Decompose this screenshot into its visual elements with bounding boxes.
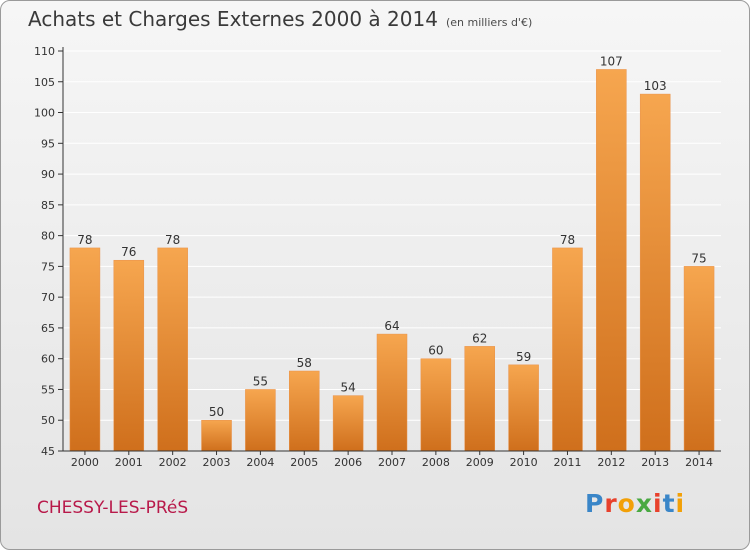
x-tick-label: 2014	[685, 456, 713, 469]
y-tick-label: 105	[34, 76, 55, 89]
bar	[69, 247, 101, 452]
y-tick-label: 55	[41, 383, 55, 396]
bar	[420, 358, 452, 452]
data-labels: 78 76 78 50 55 58 54 64 60 62 59 78 107 103 75	[77, 54, 706, 419]
brand-letter: o	[617, 489, 636, 518]
axes: 45 50 55 60 65 70 75 80 85 90 95 100 105 110 2000 2001 2…	[34, 45, 721, 469]
data-label: 107	[600, 54, 623, 68]
y-tick-label: 95	[41, 137, 55, 150]
bar	[113, 259, 145, 452]
y-tick-label: 65	[41, 322, 55, 335]
x-tick-label: 2005	[290, 456, 318, 469]
x-tick-label: 2012	[597, 456, 625, 469]
y-tick-label: 50	[41, 414, 55, 427]
bar	[552, 247, 583, 452]
bar	[639, 93, 671, 452]
bar	[245, 389, 276, 452]
data-label: 59	[516, 350, 531, 364]
bar	[289, 370, 320, 452]
x-tick-label: 2001	[115, 456, 143, 469]
data-label: 78	[560, 233, 575, 247]
data-label: 76	[121, 245, 136, 259]
bar	[508, 364, 539, 452]
bar	[464, 346, 495, 452]
chart-title: Achats et Charges Externes 2000 à 2014	[28, 7, 438, 31]
brand-letter: x	[635, 489, 653, 518]
bars	[69, 69, 715, 452]
x-tick-label: 2004	[246, 456, 274, 469]
x-tick-label: 2009	[466, 456, 494, 469]
x-tick-label: 2013	[641, 456, 669, 469]
data-label: 78	[77, 233, 92, 247]
bar	[157, 247, 188, 452]
brand-letter: i	[653, 489, 663, 518]
brand-letter: t	[662, 489, 676, 518]
x-tick-label: 2000	[71, 456, 99, 469]
data-label: 58	[297, 356, 312, 370]
x-tick-label: 2010	[510, 456, 538, 469]
y-tick-label: 100	[34, 107, 55, 120]
bar	[596, 69, 627, 452]
data-label: 55	[253, 374, 268, 388]
brand-letter: r	[604, 489, 618, 518]
x-tick-label: 2007	[378, 456, 406, 469]
data-label: 64	[384, 319, 399, 333]
y-tick-label: 70	[41, 291, 55, 304]
y-tick-label: 75	[41, 260, 55, 273]
data-label: 50	[209, 405, 224, 419]
bar	[201, 419, 232, 452]
data-label: 62	[472, 331, 487, 345]
y-tick-label: 80	[41, 230, 55, 243]
chart-header: Achats et Charges Externes 2000 à 2014 (e…	[28, 7, 532, 31]
x-tick-label: 2002	[159, 456, 187, 469]
y-tick-label: 45	[41, 445, 55, 458]
bar	[376, 333, 408, 452]
y-tick-label: 60	[41, 353, 55, 366]
proxiti-logo: Proxiti	[585, 489, 685, 518]
bar	[683, 266, 715, 452]
commune-name: CHESSY-LES-PRéS	[37, 498, 189, 518]
y-tick-label: 110	[34, 45, 55, 58]
data-label: 54	[340, 381, 355, 395]
x-tick-label: 2011	[553, 456, 581, 469]
data-label: 60	[428, 344, 443, 358]
x-tick-label: 2003	[203, 456, 231, 469]
y-tick-label: 90	[41, 168, 55, 181]
brand-letter: i	[675, 489, 686, 518]
data-label: 103	[644, 79, 667, 93]
brand-letter: P	[585, 489, 605, 518]
data-label: 78	[165, 233, 180, 247]
bar	[332, 395, 364, 452]
x-tick-label: 2008	[422, 456, 450, 469]
y-tick-label: 85	[41, 199, 55, 212]
x-tick-label: 2006	[334, 456, 362, 469]
data-label: 75	[691, 251, 706, 265]
chart-unit: (en milliers d'€)	[445, 16, 533, 29]
